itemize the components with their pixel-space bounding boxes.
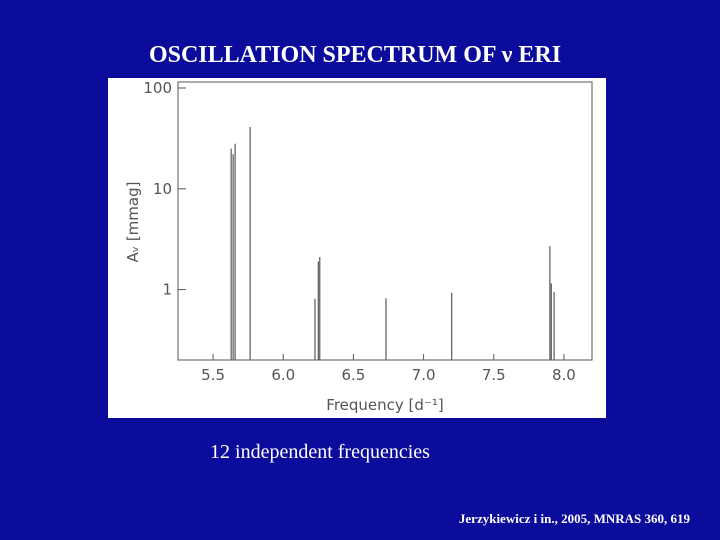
x-tick-label: 7.5	[482, 366, 506, 384]
y-tick-label: 10	[153, 180, 172, 198]
x-tick-label: 7.0	[412, 366, 436, 384]
x-axis-label: Frequency [d⁻¹]	[326, 396, 443, 414]
x-tick-label: 6.0	[271, 366, 295, 384]
x-tick-label: 6.5	[341, 366, 365, 384]
y-tick-label: 100	[143, 79, 172, 97]
y-axis-label: Aᵥ [mmag]	[124, 182, 142, 263]
citation: Jerzykiewicz i in., 2005, MNRAS 360, 619	[459, 511, 691, 526]
slide-title: OSCILLATION SPECTRUM OF ν ERI	[149, 42, 561, 68]
x-tick-label: 5.5	[201, 366, 225, 384]
x-tick-label: 8.0	[552, 366, 576, 384]
y-tick-label: 1	[162, 281, 172, 299]
plot-frame	[177, 81, 593, 361]
chart-panel	[108, 78, 606, 418]
caption: 12 independent frequencies	[210, 441, 430, 463]
